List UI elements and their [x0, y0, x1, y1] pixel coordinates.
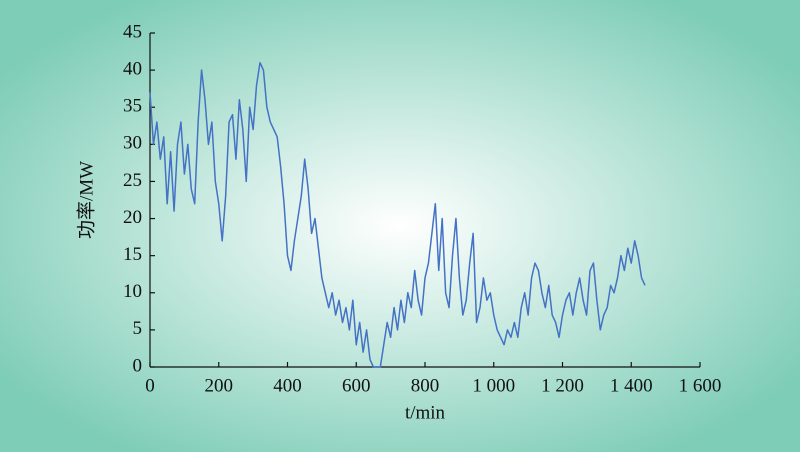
y-tick-label: 25: [123, 170, 142, 191]
x-tick-label: 200: [205, 375, 234, 396]
y-tick-label: 45: [123, 21, 142, 42]
data-line: [149, 61, 646, 368]
y-axis-label: 功率/MW: [75, 161, 97, 239]
y-tick-label: 40: [123, 58, 142, 79]
x-tick-label: 0: [145, 375, 155, 396]
x-tick-label: 800: [411, 375, 440, 396]
y-tick-label: 20: [123, 207, 142, 228]
y-tick-label: 10: [123, 281, 142, 302]
x-tick-label: 1 400: [610, 375, 653, 396]
x-tick-label: 600: [342, 375, 371, 396]
x-tick-label: 1 600: [679, 375, 722, 396]
x-axis-label: t/min: [405, 402, 446, 423]
x-tick-label: 1 000: [472, 375, 515, 396]
y-tick-label: 15: [123, 244, 142, 265]
x-tick-label: 400: [273, 375, 302, 396]
y-tick-label: 35: [123, 96, 142, 117]
y-tick-label: 30: [123, 133, 142, 154]
x-tick-label: 1 200: [541, 375, 584, 396]
y-tick-label: 0: [133, 355, 143, 376]
y-tick-label: 5: [133, 318, 143, 339]
